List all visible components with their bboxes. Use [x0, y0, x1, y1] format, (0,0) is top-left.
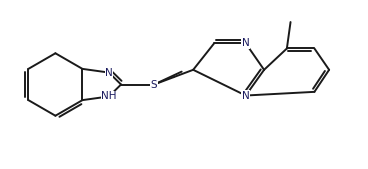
Text: N: N — [105, 68, 113, 78]
Text: S: S — [151, 79, 158, 90]
Text: N: N — [242, 91, 250, 101]
Text: NH: NH — [101, 91, 117, 101]
Text: N: N — [242, 38, 250, 48]
